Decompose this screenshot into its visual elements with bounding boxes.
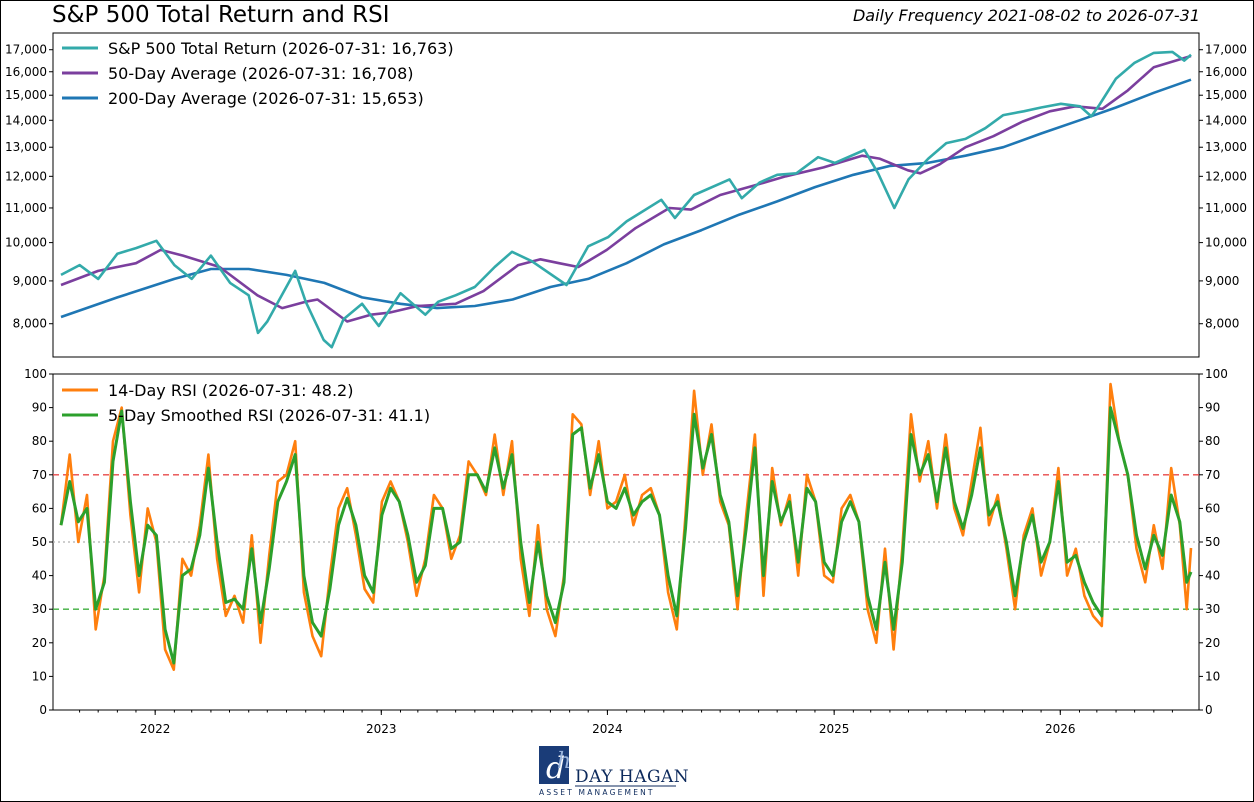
series-line-sp500 — [60, 50, 1192, 349]
brand-name: DAY HAGAN — [575, 767, 689, 787]
price-y-tick-label-right: 12,000 — [1205, 169, 1247, 183]
legend-label-avg50: 50-Day Average (2026-07-31: 16,708) — [108, 64, 414, 83]
rsi-y-tick-label-right: 70 — [1205, 468, 1220, 482]
price-y-tick-label-left: 10,000 — [5, 236, 47, 250]
price-y-tick-label-left: 15,000 — [5, 88, 47, 102]
rsi-y-tick-label-left: 60 — [32, 501, 47, 515]
brand-tagline: ASSET MANAGEMENT — [539, 788, 655, 797]
price-y-tick-label-right: 17,000 — [1205, 43, 1247, 57]
rsi-y-tick-label-left: 50 — [32, 535, 47, 549]
x-tick-label: 2022 — [140, 722, 171, 736]
rsi-y-tick-label-right: 0 — [1205, 703, 1213, 717]
rsi-y-tick-label-right: 80 — [1205, 434, 1220, 448]
x-tick-label: 2026 — [1045, 722, 1076, 736]
x-tick-label: 2025 — [819, 722, 850, 736]
x-tick-label: 2024 — [592, 722, 623, 736]
price-y-tick-label-left: 8,000 — [13, 317, 47, 331]
price-y-tick-label-left: 14,000 — [5, 113, 47, 127]
rsi-y-tick-label-left: 0 — [39, 703, 47, 717]
series-line-avg200 — [60, 78, 1192, 319]
rsi-y-tick-label-left: 40 — [32, 569, 47, 583]
price-y-tick-label-left: 16,000 — [5, 65, 47, 79]
rsi-y-tick-label-right: 10 — [1205, 669, 1220, 683]
legend-label-avg200: 200-Day Average (2026-07-31: 15,653) — [108, 89, 424, 108]
logo-monogram-h: h — [557, 749, 571, 774]
legend-label-rsi14: 14-Day RSI (2026-07-31: 48.2) — [108, 381, 353, 400]
rsi-y-tick-label-left: 10 — [32, 669, 47, 683]
legend-label-sp500: S&P 500 Total Return (2026-07-31: 16,763… — [108, 39, 454, 58]
day-hagan-logo: d h DAY HAGAN ASSET MANAGEMENT — [539, 746, 689, 797]
price-y-tick-label-right: 10,000 — [1205, 236, 1247, 250]
price-y-tick-label-right: 16,000 — [1205, 65, 1247, 79]
series-line-rsi14 — [59, 382, 1193, 671]
rsi-y-tick-label-left: 70 — [32, 468, 47, 482]
rsi-y-tick-label-right: 40 — [1205, 569, 1220, 583]
rsi-y-tick-label-left: 100 — [24, 367, 47, 381]
price-y-tick-label-right: 11,000 — [1205, 201, 1247, 215]
price-y-tick-label-right: 9,000 — [1205, 274, 1239, 288]
logo-monogram-d: d — [546, 751, 565, 786]
rsi-y-tick-label-left: 90 — [32, 401, 47, 415]
price-panel: 8,000 8,000 9,000 9,000 10,000 10,000 11,000 11… — [5, 32, 1247, 358]
logo-mark — [539, 746, 569, 784]
rsi-y-tick-label-left: 30 — [32, 602, 47, 616]
x-tick-label: 2023 — [366, 722, 397, 736]
series-line-avg50 — [60, 54, 1192, 323]
chart-title: S&P 500 Total Return and RSI — [52, 2, 390, 28]
legend-label-rsi5: 5-Day Smoothed RSI (2026-07-31: 41.1) — [108, 406, 430, 425]
series-line-rsi5 — [59, 406, 1193, 665]
price-y-tick-label-left: 13,000 — [5, 140, 47, 154]
chart-subtitle: Daily Frequency 2021-08-02 to 2026-07-31 — [852, 6, 1200, 25]
rsi-y-tick-label-right: 30 — [1205, 602, 1220, 616]
price-y-tick-label-left: 12,000 — [5, 169, 47, 183]
price-y-tick-label-left: 11,000 — [5, 201, 47, 215]
price-y-tick-label-left: 9,000 — [13, 274, 47, 288]
rsi-y-tick-label-right: 20 — [1205, 636, 1220, 650]
price-y-tick-label-left: 17,000 — [5, 43, 47, 57]
rsi-panel: 0 0 10 10 20 20 30 30 40 40 50 50 60 60 70 70 80 80 90 90 10… — [24, 367, 1228, 736]
rsi-y-tick-label-left: 80 — [32, 434, 47, 448]
rsi-y-tick-label-right: 60 — [1205, 501, 1220, 515]
rsi-y-tick-label-right: 90 — [1205, 401, 1220, 415]
price-y-tick-label-right: 14,000 — [1205, 113, 1247, 127]
price-y-tick-label-right: 13,000 — [1205, 140, 1247, 154]
price-y-tick-label-right: 8,000 — [1205, 317, 1239, 331]
rsi-y-tick-label-left: 20 — [32, 636, 47, 650]
rsi-y-tick-label-right: 50 — [1205, 535, 1220, 549]
rsi-y-tick-label-right: 100 — [1205, 367, 1228, 381]
price-y-tick-label-right: 15,000 — [1205, 88, 1247, 102]
price-plot-frame — [52, 32, 1200, 358]
